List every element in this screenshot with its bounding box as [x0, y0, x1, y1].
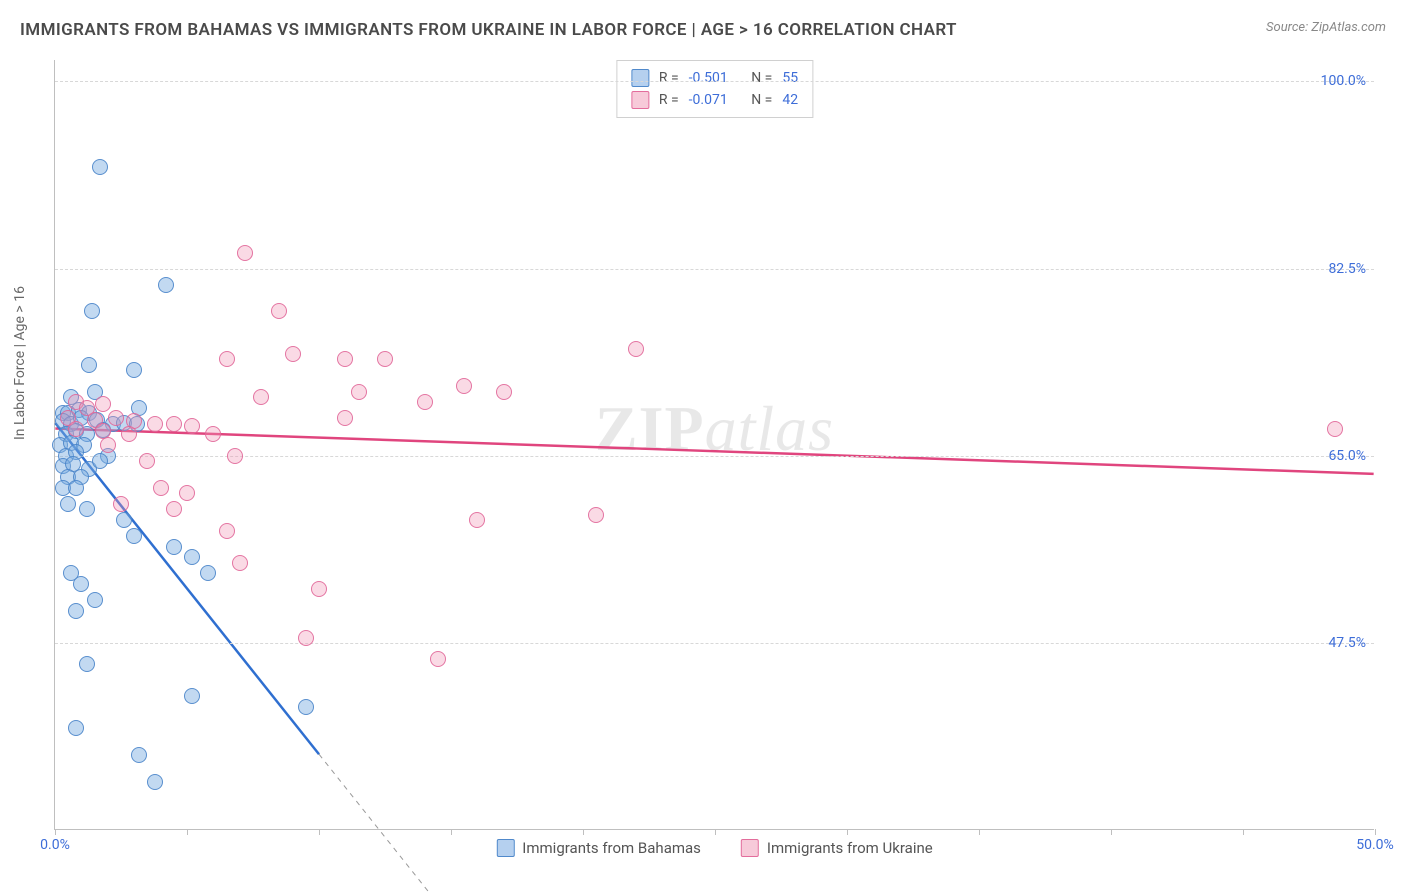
- legend-item-ukraine: Immigrants from Ukraine: [741, 839, 933, 857]
- gridline: [55, 81, 1374, 82]
- data-point-bahamas: [60, 496, 76, 512]
- trend-line-ukraine: [55, 428, 1373, 473]
- gridline: [55, 456, 1374, 457]
- data-point-ukraine: [219, 523, 235, 539]
- data-point-ukraine: [628, 341, 644, 357]
- data-point-ukraine: [311, 581, 327, 597]
- data-point-ukraine: [253, 389, 269, 405]
- x-tick: [715, 829, 716, 835]
- data-point-ukraine: [184, 418, 200, 434]
- legend-item-bahamas: Immigrants from Bahamas: [496, 839, 701, 857]
- data-point-bahamas: [92, 453, 108, 469]
- data-point-ukraine: [496, 384, 512, 400]
- data-point-ukraine: [113, 496, 129, 512]
- x-tick-label: 0.0%: [40, 837, 70, 853]
- data-point-ukraine: [271, 303, 287, 319]
- trend-line-dash-bahamas: [319, 754, 451, 892]
- data-point-ukraine: [166, 501, 182, 517]
- data-point-ukraine: [205, 426, 221, 442]
- data-point-ukraine: [108, 410, 124, 426]
- data-point-ukraine: [153, 480, 169, 496]
- data-point-bahamas: [147, 774, 163, 790]
- data-point-bahamas: [68, 720, 84, 736]
- x-tick: [847, 829, 848, 835]
- scatter-chart: ZIPatlas R = -0.501 N = 55 R = -0.071 N …: [54, 60, 1374, 830]
- data-point-ukraine: [219, 351, 235, 367]
- data-point-bahamas: [68, 480, 84, 496]
- data-point-ukraine: [1327, 421, 1343, 437]
- x-tick: [55, 829, 56, 835]
- trend-lines: [55, 60, 1374, 829]
- data-point-bahamas: [126, 362, 142, 378]
- gridline: [55, 643, 1374, 644]
- y-tick-label: 65.0%: [1328, 448, 1366, 464]
- x-tick: [187, 829, 188, 835]
- legend-swatch-pink: [741, 839, 759, 857]
- data-point-ukraine: [95, 396, 111, 412]
- data-point-ukraine: [469, 512, 485, 528]
- data-point-ukraine: [588, 507, 604, 523]
- data-point-ukraine: [377, 351, 393, 367]
- legend-stats: R = -0.501 N = 55 R = -0.071 N = 42: [616, 60, 813, 118]
- data-point-bahamas: [184, 688, 200, 704]
- data-point-bahamas: [79, 656, 95, 672]
- legend-stats-row: R = -0.501 N = 55: [631, 67, 798, 89]
- data-point-bahamas: [200, 565, 216, 581]
- data-point-ukraine: [430, 651, 446, 667]
- chart-title: IMMIGRANTS FROM BAHAMAS VS IMMIGRANTS FR…: [20, 20, 957, 40]
- data-point-bahamas: [87, 592, 103, 608]
- data-point-ukraine: [285, 346, 301, 362]
- data-point-bahamas: [116, 512, 132, 528]
- data-point-bahamas: [68, 603, 84, 619]
- x-tick: [583, 829, 584, 835]
- gridline: [55, 269, 1374, 270]
- x-tick-label: 50.0%: [1356, 837, 1394, 853]
- legend-series: Immigrants from Bahamas Immigrants from …: [496, 839, 932, 857]
- data-point-bahamas: [131, 747, 147, 763]
- data-point-ukraine: [237, 245, 253, 261]
- y-axis-label: In Labor Force | Age > 16: [12, 286, 28, 440]
- y-tick-label: 82.5%: [1328, 261, 1366, 277]
- data-point-bahamas: [79, 501, 95, 517]
- data-point-bahamas: [84, 303, 100, 319]
- data-point-ukraine: [351, 384, 367, 400]
- legend-stats-row: R = -0.071 N = 42: [631, 89, 798, 111]
- data-point-bahamas: [81, 357, 97, 373]
- legend-swatch-blue: [631, 69, 649, 87]
- x-tick: [1111, 829, 1112, 835]
- data-point-ukraine: [337, 410, 353, 426]
- x-tick: [1243, 829, 1244, 835]
- data-point-ukraine: [298, 630, 314, 646]
- data-point-ukraine: [227, 448, 243, 464]
- data-point-bahamas: [184, 549, 200, 565]
- data-point-ukraine: [179, 485, 195, 501]
- data-point-ukraine: [147, 416, 163, 432]
- data-point-bahamas: [92, 159, 108, 175]
- y-tick-label: 47.5%: [1328, 635, 1366, 651]
- data-point-bahamas: [126, 528, 142, 544]
- data-point-bahamas: [158, 277, 174, 293]
- x-tick: [319, 829, 320, 835]
- x-tick: [1375, 829, 1376, 835]
- data-point-ukraine: [456, 378, 472, 394]
- data-point-ukraine: [337, 351, 353, 367]
- data-point-ukraine: [100, 437, 116, 453]
- data-point-bahamas: [298, 699, 314, 715]
- legend-swatch-pink: [631, 91, 649, 109]
- data-point-bahamas: [166, 539, 182, 555]
- data-point-ukraine: [166, 416, 182, 432]
- y-tick-label: 100.0%: [1321, 73, 1366, 89]
- data-point-ukraine: [68, 421, 84, 437]
- x-tick: [451, 829, 452, 835]
- source-label: Source: ZipAtlas.com: [1266, 20, 1386, 35]
- legend-swatch-blue: [496, 839, 514, 857]
- data-point-bahamas: [63, 565, 79, 581]
- data-point-ukraine: [417, 394, 433, 410]
- data-point-ukraine: [139, 453, 155, 469]
- data-point-ukraine: [121, 426, 137, 442]
- data-point-ukraine: [232, 555, 248, 571]
- x-tick: [979, 829, 980, 835]
